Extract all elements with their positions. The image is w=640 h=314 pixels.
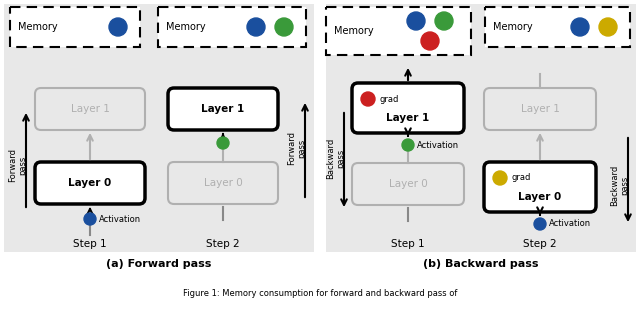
Circle shape — [407, 12, 425, 30]
Circle shape — [361, 92, 375, 106]
Bar — [158, 7, 306, 47]
Text: Forward
pass: Forward pass — [287, 131, 307, 165]
Text: Memory: Memory — [166, 22, 205, 32]
Text: Layer 0: Layer 0 — [518, 192, 562, 202]
Text: Backward
pass: Backward pass — [611, 164, 630, 206]
FancyBboxPatch shape — [168, 88, 278, 130]
Text: (b) Backward pass: (b) Backward pass — [423, 259, 539, 269]
Bar — [4, 4, 314, 252]
Text: Backward
pass: Backward pass — [326, 138, 346, 179]
FancyBboxPatch shape — [484, 162, 596, 212]
Circle shape — [599, 18, 617, 36]
Text: Activation: Activation — [417, 140, 459, 149]
Text: Step 2: Step 2 — [206, 239, 240, 249]
Circle shape — [534, 218, 546, 230]
Text: Memory: Memory — [18, 22, 58, 32]
FancyBboxPatch shape — [168, 162, 278, 204]
Text: Layer 1: Layer 1 — [202, 104, 244, 114]
Text: Step 1: Step 1 — [391, 239, 425, 249]
Circle shape — [275, 18, 293, 36]
Text: Step 2: Step 2 — [523, 239, 557, 249]
Circle shape — [84, 213, 96, 225]
Circle shape — [247, 18, 265, 36]
Text: Layer 0: Layer 0 — [204, 178, 243, 188]
FancyBboxPatch shape — [352, 83, 464, 133]
FancyBboxPatch shape — [35, 162, 145, 204]
Text: Layer 1: Layer 1 — [70, 104, 109, 114]
Circle shape — [402, 139, 414, 151]
Text: Activation: Activation — [99, 214, 141, 224]
Bar — [326, 7, 471, 55]
Text: (a) Forward pass: (a) Forward pass — [106, 259, 212, 269]
Circle shape — [493, 171, 507, 185]
Text: grad: grad — [379, 95, 398, 104]
Text: Forward
pass: Forward pass — [8, 148, 28, 182]
Bar — [485, 7, 630, 47]
FancyBboxPatch shape — [35, 88, 145, 130]
Text: Layer 1: Layer 1 — [387, 113, 429, 123]
Circle shape — [109, 18, 127, 36]
Text: Memory: Memory — [334, 26, 374, 36]
FancyBboxPatch shape — [484, 88, 596, 130]
Text: Layer 0: Layer 0 — [68, 178, 111, 188]
Text: Layer 0: Layer 0 — [388, 179, 428, 189]
Circle shape — [435, 12, 453, 30]
Text: Activation: Activation — [549, 219, 591, 229]
Circle shape — [217, 137, 229, 149]
FancyBboxPatch shape — [352, 163, 464, 205]
Text: grad: grad — [511, 174, 531, 182]
Bar — [10, 7, 140, 47]
Circle shape — [571, 18, 589, 36]
Text: Figure 1: Memory consumption for forward and backward pass of: Figure 1: Memory consumption for forward… — [183, 290, 457, 299]
Text: Layer 1: Layer 1 — [520, 104, 559, 114]
Text: Step 1: Step 1 — [73, 239, 107, 249]
Bar — [326, 4, 636, 252]
Text: Memory: Memory — [493, 22, 532, 32]
Circle shape — [421, 32, 439, 50]
